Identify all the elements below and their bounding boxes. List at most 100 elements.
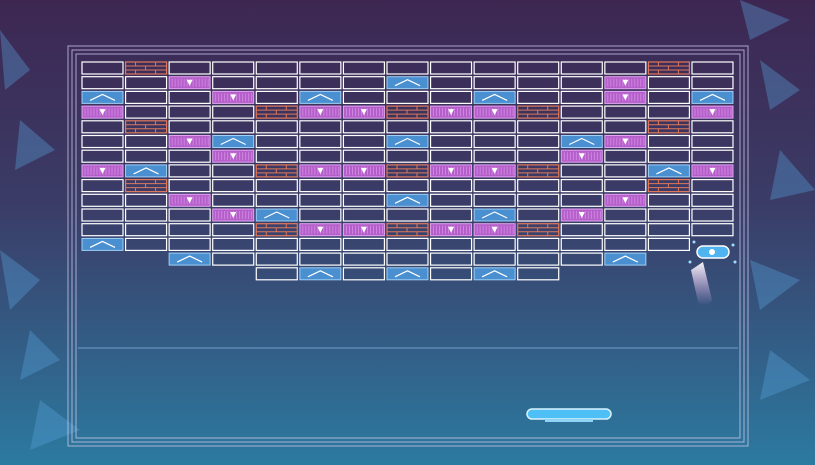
brick-icon — [481, 93, 508, 101]
brick-pattern — [302, 166, 340, 175]
brick-outline — [168, 105, 211, 119]
brick — [517, 223, 560, 237]
brick — [560, 237, 603, 251]
brick — [517, 120, 560, 134]
brick — [604, 252, 647, 266]
brick-outline — [429, 76, 473, 90]
brick — [168, 237, 211, 251]
brick — [81, 134, 124, 149]
brick — [299, 149, 342, 163]
brick-outline — [212, 164, 255, 178]
brick-pattern — [346, 225, 383, 234]
brick — [255, 164, 298, 178]
brick — [255, 237, 298, 251]
brick-outline — [429, 193, 473, 207]
brick-outline — [429, 179, 473, 193]
brick-pattern — [476, 225, 514, 234]
brick — [429, 179, 473, 193]
brick-outline — [342, 61, 386, 75]
brick — [386, 149, 429, 163]
brick-outline — [429, 252, 473, 266]
brick-outline — [517, 76, 560, 90]
brick — [168, 223, 211, 237]
brick-outline — [560, 120, 603, 134]
brick-outline — [691, 120, 734, 134]
brick-icon — [656, 167, 682, 175]
brick — [429, 76, 473, 90]
brick-icon — [622, 197, 629, 204]
brick — [691, 76, 734, 90]
brick-outline — [517, 208, 560, 222]
brick — [168, 76, 211, 90]
brick-icon — [578, 212, 585, 218]
brick-outline — [691, 134, 734, 149]
brick — [473, 208, 516, 222]
brick — [81, 237, 124, 251]
brick-outline — [517, 267, 560, 281]
brick-outline — [560, 252, 603, 266]
brick — [255, 149, 298, 163]
brick-outline — [255, 193, 298, 207]
brick-icon — [394, 137, 421, 146]
brick-outline — [168, 90, 211, 105]
brick — [560, 252, 603, 266]
brick-icon — [394, 270, 421, 278]
brick — [81, 149, 124, 163]
brick — [691, 105, 734, 119]
brick-outline — [342, 149, 386, 163]
brick-outline — [212, 179, 255, 193]
brick-fill — [691, 90, 734, 104]
brick — [604, 149, 647, 163]
brick-outline — [647, 90, 691, 105]
brick-outline — [255, 105, 298, 119]
brick-pattern — [215, 152, 253, 161]
brick — [560, 105, 603, 119]
brick-outline — [255, 120, 298, 134]
brick-fill — [473, 90, 516, 104]
brick-outline — [560, 237, 603, 251]
brick-icon — [307, 270, 334, 278]
brick — [386, 164, 429, 178]
brick — [430, 105, 473, 119]
brick-outline — [168, 164, 211, 178]
brick — [124, 76, 168, 90]
brick-icon — [360, 109, 367, 116]
brick-outline — [386, 61, 429, 75]
brick-fill — [299, 90, 342, 104]
brick-outline — [560, 223, 603, 237]
brick — [255, 252, 298, 266]
brick — [299, 61, 342, 75]
brick — [81, 193, 124, 207]
brick-icon — [230, 212, 237, 218]
brick-outline — [124, 193, 168, 207]
brick-outline — [429, 120, 473, 134]
brick — [299, 237, 342, 251]
brick — [604, 76, 647, 90]
brick-icon — [569, 137, 595, 146]
brick-outline — [386, 105, 429, 119]
brick-icon — [133, 167, 159, 175]
brick — [255, 76, 298, 90]
brick — [604, 61, 647, 75]
brick-outline — [299, 208, 342, 222]
brick — [342, 61, 386, 75]
brick — [299, 164, 342, 178]
brick — [386, 135, 429, 148]
brick-outline — [299, 237, 342, 251]
brick-outline — [647, 76, 691, 90]
brick — [386, 237, 429, 251]
brick-outline — [647, 223, 691, 237]
brick-pattern — [386, 223, 428, 236]
brick — [647, 120, 691, 134]
brick — [255, 134, 298, 149]
brick — [429, 134, 473, 149]
brick — [342, 120, 386, 134]
brick — [342, 134, 386, 149]
brick-icon — [89, 240, 116, 248]
brick-pattern — [125, 62, 167, 74]
brick-outline — [691, 61, 734, 75]
brick — [691, 61, 734, 75]
brick — [81, 164, 124, 178]
